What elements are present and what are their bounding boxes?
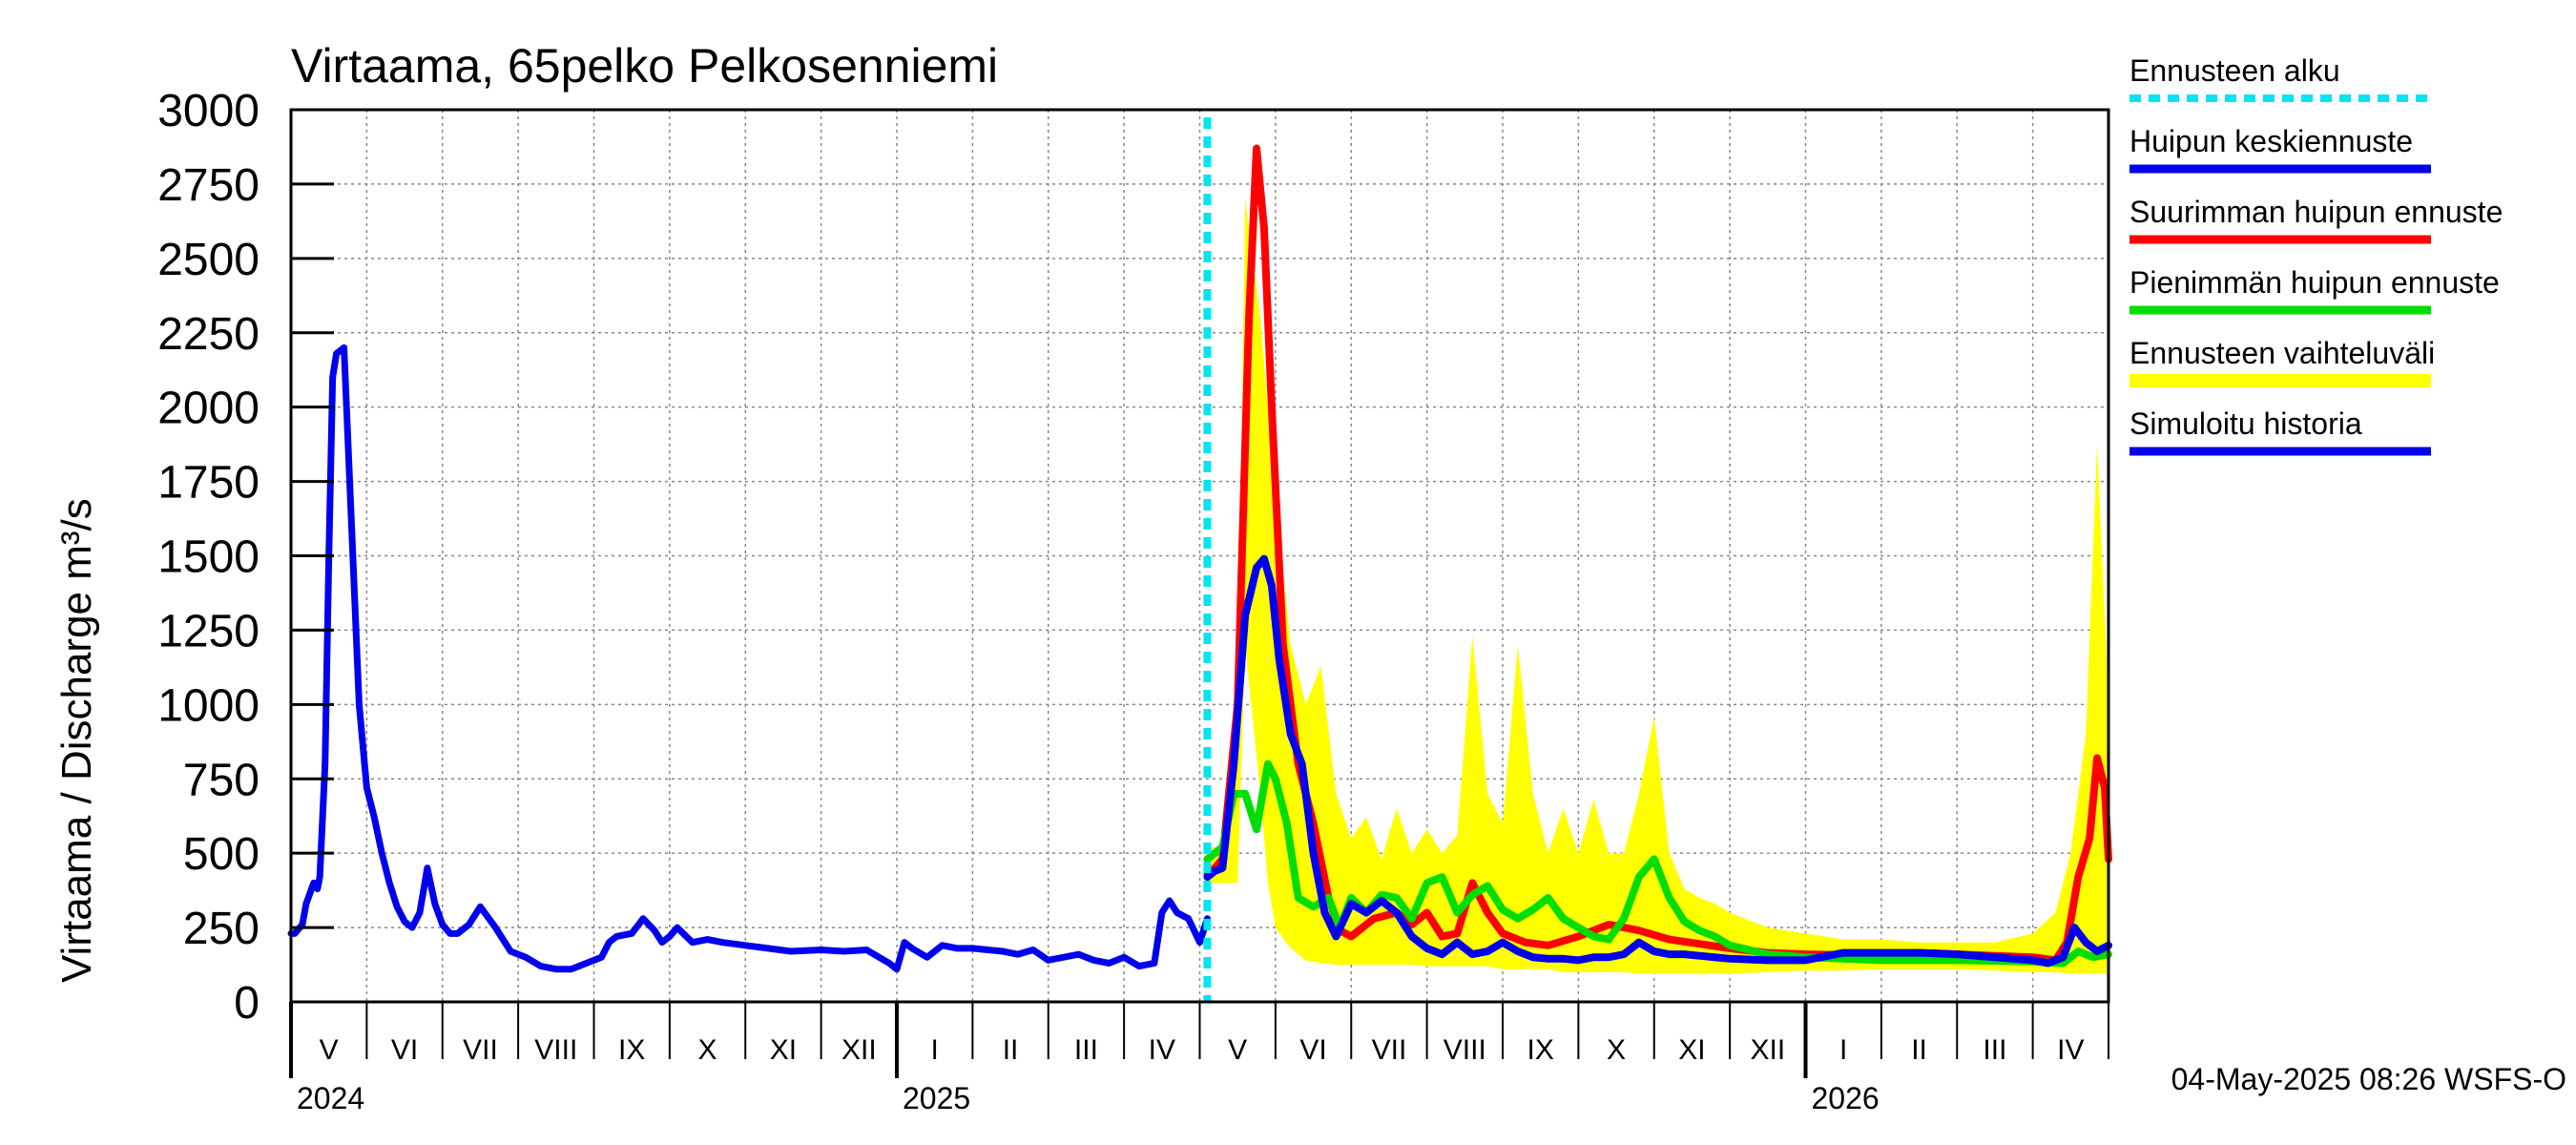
legend-label: Pienimmän huipun ennuste	[2129, 265, 2500, 300]
month-label: VIII	[534, 1034, 577, 1066]
month-label: IX	[618, 1034, 645, 1066]
month-label: I	[1839, 1034, 1847, 1066]
x-axis: V VI VII VIII IX X XI XII I II III IV V VI VII VIII IX X X…	[289, 1002, 2109, 1115]
y-tick-label: 2250	[157, 309, 260, 360]
month-label: V	[320, 1034, 339, 1066]
y-tick-label: 2750	[157, 160, 260, 211]
series-line-huipun-keskiennuste	[1203, 554, 2112, 968]
timestamp-footer: 04-May-2025 08:26 WSFS-O	[2171, 1062, 2566, 1096]
y-tick-label: 750	[183, 755, 260, 805]
series-lines	[287, 117, 2112, 1002]
month-label: XII	[841, 1034, 877, 1066]
grid	[291, 110, 2109, 1002]
legend: Ennusteen alku Huipun keskiennuste Suurimm…	[2129, 53, 2503, 456]
y-tick-label: 1250	[157, 606, 260, 656]
y-tick-label: 2000	[157, 384, 260, 434]
legend-label: Simuloitu historia	[2129, 406, 2362, 441]
month-label: XI	[1678, 1034, 1705, 1066]
y-tick-label: 3000	[157, 86, 260, 136]
y-tick-label: 250	[183, 904, 260, 954]
month-label: IV	[1149, 1034, 1175, 1066]
y-axis: 3000275025002250200017501500125010007505…	[157, 86, 334, 1029]
month-label: XII	[1750, 1034, 1785, 1066]
month-label: VI	[1299, 1034, 1326, 1066]
y-tick-label: 0	[234, 978, 260, 1029]
month-label: XI	[770, 1034, 797, 1066]
month-label: I	[931, 1034, 939, 1066]
year-label: 2024	[297, 1081, 364, 1115]
month-label: IX	[1527, 1034, 1554, 1066]
month-label: VII	[463, 1034, 498, 1066]
month-label: X	[698, 1034, 717, 1066]
series-line-simuloitu-historia	[287, 344, 1211, 973]
month-label: X	[1607, 1034, 1626, 1066]
legend-label: Huipun keskiennuste	[2129, 124, 2413, 158]
y-axis-label: Virtaama / Discharge m³/s	[53, 498, 100, 983]
y-tick-label: 1750	[157, 458, 260, 509]
month-label: III	[1074, 1034, 1098, 1066]
y-tick-label: 500	[183, 829, 260, 880]
month-label: VIII	[1444, 1034, 1486, 1066]
month-label: IV	[2057, 1034, 2084, 1066]
y-tick-label: 2500	[157, 235, 260, 285]
month-label: II	[1003, 1034, 1019, 1066]
y-tick-label: 1000	[157, 680, 260, 731]
year-label: 2026	[1812, 1081, 1880, 1115]
month-label: II	[1911, 1034, 1927, 1066]
month-label: V	[1228, 1034, 1247, 1066]
month-label: III	[1983, 1034, 2006, 1066]
legend-label: Ennusteen vaihteluväli	[2129, 336, 2435, 370]
year-label: 2025	[903, 1081, 970, 1115]
month-label: VII	[1372, 1034, 1407, 1066]
series-line-pienimm-n-huipun-ennuste	[1203, 760, 2112, 968]
chart-title: Virtaama, 65pelko Pelkosenniemi	[291, 39, 998, 93]
legend-label: Suurimman huipun ennuste	[2129, 195, 2503, 229]
legend-label: Ennusteen alku	[2129, 53, 2340, 88]
y-tick-label: 1500	[157, 532, 260, 583]
month-label: VI	[391, 1034, 418, 1066]
